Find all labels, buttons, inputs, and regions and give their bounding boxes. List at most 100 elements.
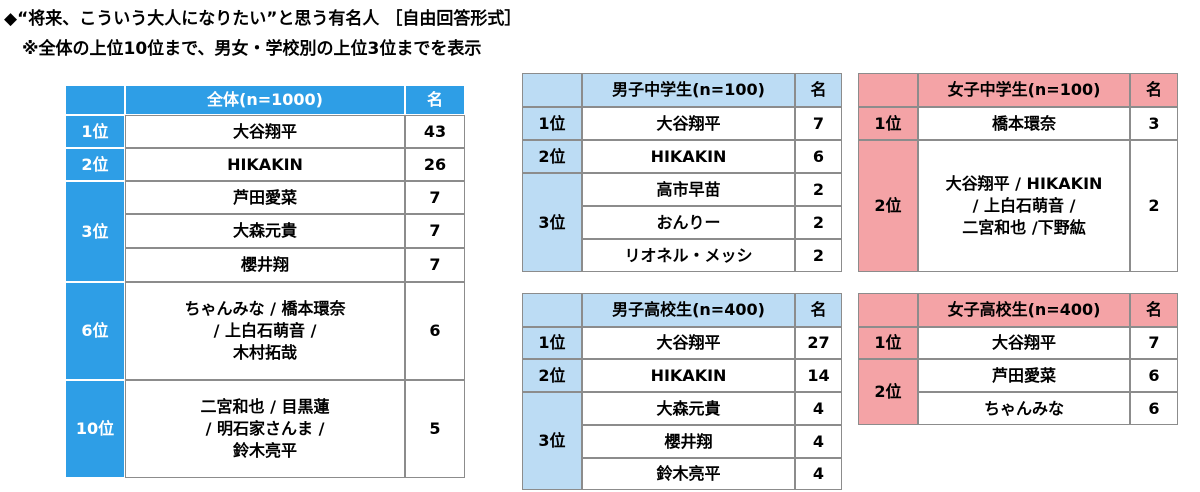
rank-cell: 1位 xyxy=(65,115,125,148)
count-text: 3 xyxy=(1148,113,1160,133)
header-corner xyxy=(522,293,582,327)
rank-text: 1位 xyxy=(538,113,566,133)
count-text: 4 xyxy=(812,398,825,418)
count-cell: 5 xyxy=(405,380,465,478)
name-line: / 上白石萌音 / xyxy=(213,321,317,340)
name-cell: HIKAKIN xyxy=(582,359,795,392)
count-cell: 6 xyxy=(405,282,465,380)
rank-cell: 1位 xyxy=(858,107,918,140)
count-cell: 27 xyxy=(795,327,842,359)
table-title: 男子中学生(n=100) xyxy=(582,73,795,107)
name-cell: リオネル・メッシ xyxy=(582,239,795,272)
name-cell: 高市早苗 xyxy=(582,173,795,206)
header-corner xyxy=(858,73,918,107)
count-text: 7 xyxy=(1148,333,1160,352)
rank-cell: 1位 xyxy=(858,327,918,359)
page-subtitle: ※全体の上位10位まで、男女・学校別の上位3位までを表示 xyxy=(22,39,482,59)
rank-text: 6位 xyxy=(81,321,109,340)
name-cell: 櫻井翔 xyxy=(582,425,795,458)
count-cell: 7 xyxy=(405,248,465,282)
name-cell: 大谷翔平 xyxy=(582,327,795,359)
table-title: 全体(n=1000) xyxy=(125,85,405,115)
header-corner xyxy=(858,293,918,327)
rank-text: 3位 xyxy=(538,212,566,232)
name-cell: ちゃんみな / 橋本環奈 / 上白石萌音 / 木村拓哉 xyxy=(125,282,405,380)
unit-header: 名 xyxy=(405,85,465,115)
name-cell: 大森元貴 xyxy=(125,214,405,248)
table-title: 女子高校生(n=400) xyxy=(918,293,1130,327)
name-line: HIKAKIN xyxy=(227,154,303,174)
name-line: 高市早苗 xyxy=(656,179,721,199)
name-cell: 鈴木亮平 xyxy=(582,458,795,490)
table-title-text: 男子中学生(n=100) xyxy=(612,80,765,99)
name-line: 鈴木亮平 xyxy=(232,441,297,460)
name-line: ちゃんみな xyxy=(983,398,1064,418)
name-line: 芦田愛菜 xyxy=(232,187,297,207)
rank-cell: 6位 xyxy=(65,282,125,380)
rank-text: 2位 xyxy=(874,382,902,401)
rank-text: 2位 xyxy=(81,154,109,174)
count-text: 43 xyxy=(423,121,447,141)
count-text: 6 xyxy=(1148,398,1160,418)
count-cell: 2 xyxy=(1130,140,1178,272)
rank-text: 3位 xyxy=(538,431,566,450)
count-cell: 7 xyxy=(405,181,465,214)
rank-text: 1位 xyxy=(81,121,109,141)
count-text: 27 xyxy=(807,333,830,352)
count-text: 6 xyxy=(429,321,441,340)
rank-cell: 10位 xyxy=(65,380,125,478)
name-line: 大森元貴 xyxy=(656,398,721,418)
name-line: 櫻井翔 xyxy=(664,431,713,451)
count-text: 7 xyxy=(429,187,441,207)
rank-text: 2位 xyxy=(874,196,902,215)
rank-cell: 2位 xyxy=(522,359,582,392)
count-text: 4 xyxy=(812,431,825,451)
rank-cell: 2位 xyxy=(858,359,918,425)
name-line: 大谷翔平 xyxy=(991,333,1056,352)
count-cell: 4 xyxy=(795,425,842,458)
name-line: 二宮和也 / 目黒蓮 xyxy=(200,397,330,416)
table-title-text: 男子高校生(n=400) xyxy=(612,300,765,319)
count-cell: 26 xyxy=(405,148,465,181)
name-cell: 大森元貴 xyxy=(582,392,795,425)
name-line: 大谷翔平 / HIKAKIN xyxy=(945,174,1103,193)
rank-cell: 1位 xyxy=(522,327,582,359)
count-text: 14 xyxy=(807,365,830,385)
name-line: 大谷翔平 xyxy=(656,333,721,352)
name-cell: HIKAKIN xyxy=(582,140,795,173)
unit-text: 名 xyxy=(810,80,827,99)
name-cell: ちゃんみな xyxy=(918,392,1130,425)
name-cell: 芦田愛菜 xyxy=(918,359,1130,392)
rank-text: 2位 xyxy=(538,146,566,166)
name-line: 二宮和也 /下野紘 xyxy=(962,218,1086,237)
name-line: リオネル・メッシ xyxy=(624,245,753,265)
count-text: 7 xyxy=(429,221,441,240)
count-text: 5 xyxy=(429,419,441,438)
name-cell: 芦田愛菜 xyxy=(125,181,405,214)
count-cell: 2 xyxy=(795,173,842,206)
count-cell: 6 xyxy=(1130,359,1178,392)
rank-text: 3位 xyxy=(81,221,109,241)
name-cell: 大谷翔平 xyxy=(918,327,1130,359)
count-text: 6 xyxy=(812,146,825,166)
name-line: 大森元貴 xyxy=(232,221,297,240)
count-cell: 14 xyxy=(795,359,842,392)
name-line: 大谷翔平 xyxy=(232,121,297,141)
name-cell: 橋本環奈 xyxy=(918,107,1130,140)
table-title-text: 全体(n=1000) xyxy=(207,90,323,109)
name-line: 鈴木亮平 xyxy=(656,464,721,483)
name-line: HIKAKIN xyxy=(650,146,727,166)
unit-header: 名 xyxy=(1130,73,1178,107)
rank-cell: 2位 xyxy=(858,140,918,272)
count-cell: 2 xyxy=(795,239,842,272)
count-text: 7 xyxy=(812,113,825,133)
count-cell: 7 xyxy=(405,214,465,248)
rank-cell: 1位 xyxy=(522,107,582,140)
name-line: 木村拓哉 xyxy=(232,343,297,362)
count-text: 2 xyxy=(1148,196,1160,215)
rank-text: 2位 xyxy=(538,365,566,385)
name-line: おんりー xyxy=(656,212,721,232)
name-cell: おんりー xyxy=(582,206,795,239)
count-text: 2 xyxy=(812,245,825,265)
